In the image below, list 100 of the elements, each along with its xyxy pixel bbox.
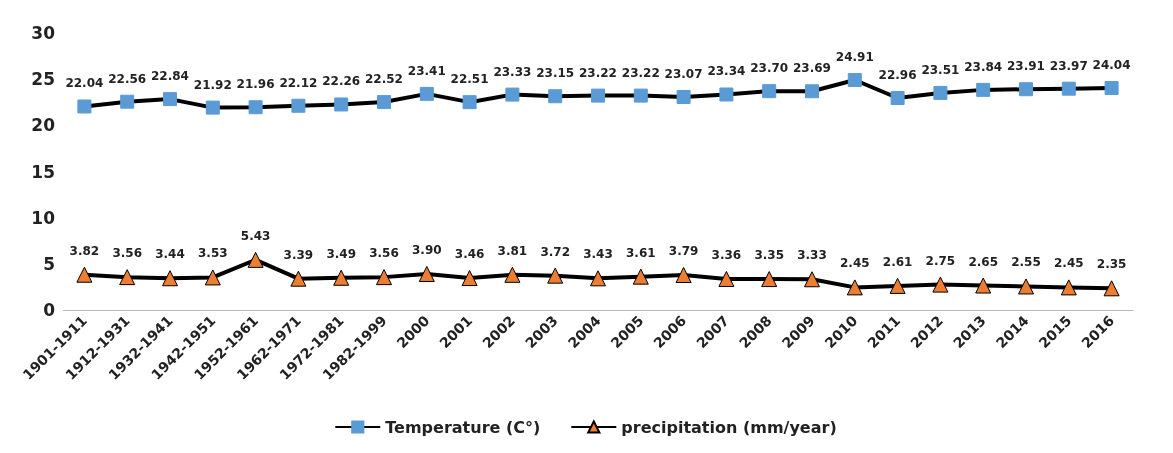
data-label: 3.79 xyxy=(668,244,699,259)
data-label: 23.97 xyxy=(1049,58,1088,73)
y-tick-label: 30 xyxy=(31,23,56,43)
data-label: 23.91 xyxy=(1007,59,1045,74)
data-label: 3.90 xyxy=(412,242,442,257)
point xyxy=(334,97,349,112)
point xyxy=(889,277,906,294)
point xyxy=(632,268,649,285)
point xyxy=(1104,81,1119,96)
point xyxy=(291,98,306,113)
point xyxy=(846,279,863,296)
data-label: 23.41 xyxy=(407,63,446,78)
point xyxy=(932,276,949,293)
point xyxy=(590,270,606,287)
data-label: 3.49 xyxy=(326,246,356,261)
y-tick-label: 0 xyxy=(43,300,56,320)
point xyxy=(761,271,778,288)
y-tick-label: 25 xyxy=(31,69,55,90)
data-label: 22.96 xyxy=(878,68,917,82)
point xyxy=(205,100,220,115)
point xyxy=(890,91,905,105)
data-label: 2.75 xyxy=(925,253,956,268)
y-tick-label: 5 xyxy=(43,253,55,274)
point xyxy=(247,251,264,268)
data-label: 3.35 xyxy=(754,248,784,263)
point xyxy=(804,271,820,288)
point xyxy=(976,82,991,97)
point xyxy=(975,277,992,294)
data-label: 22.04 xyxy=(65,76,104,91)
point xyxy=(163,92,177,107)
point xyxy=(1019,82,1033,97)
point xyxy=(120,94,135,109)
point xyxy=(805,84,819,99)
point xyxy=(718,270,735,287)
point xyxy=(847,73,862,87)
point xyxy=(462,95,477,110)
data-label: 3.33 xyxy=(797,248,827,263)
y-tick-label: 15 xyxy=(31,161,55,182)
point xyxy=(1018,278,1034,295)
point xyxy=(719,87,734,102)
point xyxy=(376,269,392,286)
data-label: 2.35 xyxy=(1096,257,1127,272)
point xyxy=(1060,279,1077,296)
point xyxy=(76,266,93,283)
point xyxy=(204,269,221,286)
data-label: 3.43 xyxy=(583,247,613,262)
data-label: 3.56 xyxy=(369,246,399,261)
data-label: 21.92 xyxy=(193,77,232,92)
data-label: 23.15 xyxy=(536,66,575,81)
point xyxy=(933,85,948,100)
point xyxy=(505,87,520,102)
data-label: 23.84 xyxy=(964,59,1003,74)
data-label: 23.22 xyxy=(621,65,660,80)
point xyxy=(461,270,478,287)
data-label: 3.72 xyxy=(540,244,570,259)
data-label: 3.39 xyxy=(283,247,314,262)
point xyxy=(333,269,350,286)
point xyxy=(504,266,521,283)
data-label: 3.53 xyxy=(198,246,228,261)
point xyxy=(77,99,92,114)
data-label: 22.84 xyxy=(151,69,189,84)
data-label: 5.43 xyxy=(240,228,271,243)
point xyxy=(248,100,263,115)
data-label: 2.45 xyxy=(840,256,870,271)
point xyxy=(162,270,178,287)
point xyxy=(675,267,692,284)
point xyxy=(290,270,307,287)
data-label: 23.33 xyxy=(493,64,532,79)
data-label: 21.96 xyxy=(236,77,275,92)
data-label: 2.45 xyxy=(1054,256,1084,271)
data-label: 22.26 xyxy=(322,74,361,89)
data-label: 23.22 xyxy=(579,65,617,80)
data-label: 3.61 xyxy=(626,245,656,260)
y-tick-label: 20 xyxy=(31,115,56,136)
point xyxy=(676,89,691,104)
y-tick-label: 10 xyxy=(31,207,56,228)
point xyxy=(548,89,563,104)
point xyxy=(547,267,564,284)
data-label: 24.04 xyxy=(1092,58,1131,73)
point xyxy=(418,265,435,282)
data-label: 3.56 xyxy=(112,246,142,261)
data-label: 2.55 xyxy=(1011,255,1041,270)
point xyxy=(591,88,605,103)
data-label: 3.44 xyxy=(155,247,185,262)
point xyxy=(377,95,391,110)
data-label: 22.12 xyxy=(279,75,318,90)
data-label: 3.46 xyxy=(454,247,485,262)
data-label: 3.82 xyxy=(69,243,100,258)
legend-label: Temperature (C°) xyxy=(385,417,541,437)
point xyxy=(119,269,136,286)
data-label: 2.65 xyxy=(968,254,998,269)
data-label: 22.56 xyxy=(108,71,147,86)
data-label: 23.69 xyxy=(793,61,831,76)
data-label: 22.52 xyxy=(365,72,403,87)
legend-label: precipitation (mm/year) xyxy=(621,417,837,437)
point xyxy=(1103,280,1120,297)
data-label: 3.81 xyxy=(497,243,528,258)
data-label: 23.70 xyxy=(750,61,789,76)
point xyxy=(762,84,777,99)
point xyxy=(1061,81,1076,96)
